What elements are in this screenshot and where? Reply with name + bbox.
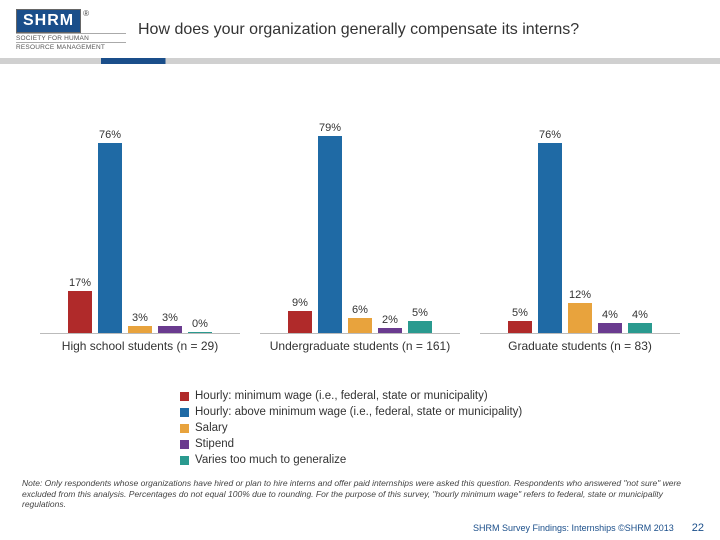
group-label: Graduate students (n = 83) (480, 339, 680, 353)
bar (318, 136, 342, 334)
legend-label: Varies too much to generalize (195, 454, 346, 466)
bar-wrap: 9% (286, 297, 314, 334)
bar-value-label: 6% (352, 304, 368, 316)
bar (348, 318, 372, 333)
bar (158, 326, 182, 334)
header-stripe (0, 58, 720, 64)
group-label: Undergraduate students (n = 161) (260, 339, 460, 353)
logo-subtitle1: SOCIETY FOR HUMAN (16, 33, 126, 42)
bar-wrap: 4% (596, 309, 624, 333)
bar (68, 291, 92, 334)
bar-wrap: 3% (156, 312, 184, 334)
bar-wrap: 3% (126, 312, 154, 334)
bar (538, 143, 562, 333)
legend-item: Varies too much to generalize (180, 454, 720, 466)
bar-wrap: 76% (536, 129, 564, 333)
legend-swatch (180, 456, 189, 465)
footer: SHRM Survey Findings: Internships ©SHRM … (473, 522, 704, 534)
bar-value-label: 76% (539, 129, 561, 141)
bar (288, 311, 312, 334)
bar-wrap: 2% (376, 314, 404, 333)
bars-row: 17%76%3%3%0% (40, 134, 240, 334)
bar-wrap: 12% (566, 289, 594, 333)
bar (408, 321, 432, 334)
bar-value-label: 5% (512, 307, 528, 319)
bar-wrap: 17% (66, 277, 94, 334)
bar-chart: 17% 76% 3% 3% 0% High school students (n = 29… (30, 104, 690, 364)
bar-wrap: 79% (316, 122, 344, 334)
chart-group: 5%76%12%4%4%Graduate students (n = 83) (480, 134, 680, 334)
bar-value-label: 3% (132, 312, 148, 324)
shrm-logo: SHRM ® SOCIETY FOR HUMAN RESOURCE MANAGE… (16, 8, 126, 52)
bar-value-label: 76% (99, 129, 121, 141)
bar-wrap: 0% (186, 318, 214, 333)
group-label: High school students (n = 29) (40, 339, 240, 353)
bar-value-label: 12% (569, 289, 591, 301)
bar-wrap: 6% (346, 304, 374, 333)
footer-credit: SHRM Survey Findings: Internships ©SHRM … (473, 523, 674, 533)
bar-value-label: 0% (192, 318, 208, 330)
header: SHRM ® SOCIETY FOR HUMAN RESOURCE MANAGE… (0, 0, 720, 56)
logo-reg: ® (83, 9, 89, 18)
chart-group: 9%79%6%2%5%Undergraduate students (n = 1… (260, 134, 460, 334)
bar-value-label: 5% (412, 307, 428, 319)
bar-wrap: 76% (96, 129, 124, 333)
footnote: Note: Only respondents whose organizatio… (22, 478, 698, 510)
legend-item: Hourly: above minimum wage (i.e., federa… (180, 406, 720, 418)
bar (378, 328, 402, 333)
chart-group: 17%76%3%3%0%High school students (n = 29… (40, 134, 240, 334)
legend-swatch (180, 408, 189, 417)
bar (568, 303, 592, 333)
bars-row: 5%76%12%4%4% (480, 134, 680, 334)
legend-item: Hourly: minimum wage (i.e., federal, sta… (180, 390, 720, 402)
bar-wrap: 5% (506, 307, 534, 334)
logo-subtitle2: RESOURCE MANAGEMENT (16, 42, 126, 51)
page-title: How does your organization generally com… (138, 21, 704, 39)
bar-value-label: 3% (162, 312, 178, 324)
legend-item: Stipend (180, 438, 720, 450)
legend-label: Hourly: minimum wage (i.e., federal, sta… (195, 390, 488, 402)
bar (128, 326, 152, 334)
bar-wrap: 5% (406, 307, 434, 334)
page-number: 22 (692, 522, 704, 534)
bar-value-label: 2% (382, 314, 398, 326)
bar-wrap: 4% (626, 309, 654, 333)
bar (598, 323, 622, 333)
legend-swatch (180, 440, 189, 449)
legend-swatch (180, 392, 189, 401)
logo-text: SHRM (16, 9, 81, 33)
bar (508, 321, 532, 334)
legend: Hourly: minimum wage (i.e., federal, sta… (180, 390, 720, 466)
bar-value-label: 4% (602, 309, 618, 321)
bar (628, 323, 652, 333)
legend-label: Hourly: above minimum wage (i.e., federa… (195, 406, 522, 418)
bars-row: 9%79%6%2%5% (260, 134, 460, 334)
legend-item: Salary (180, 422, 720, 434)
bar (98, 143, 122, 333)
bar-value-label: 9% (292, 297, 308, 309)
bar-value-label: 4% (632, 309, 648, 321)
legend-label: Stipend (195, 438, 234, 450)
legend-swatch (180, 424, 189, 433)
bar-value-label: 17% (69, 277, 91, 289)
bar (188, 332, 212, 333)
bar-value-label: 79% (319, 122, 341, 134)
legend-label: Salary (195, 422, 228, 434)
